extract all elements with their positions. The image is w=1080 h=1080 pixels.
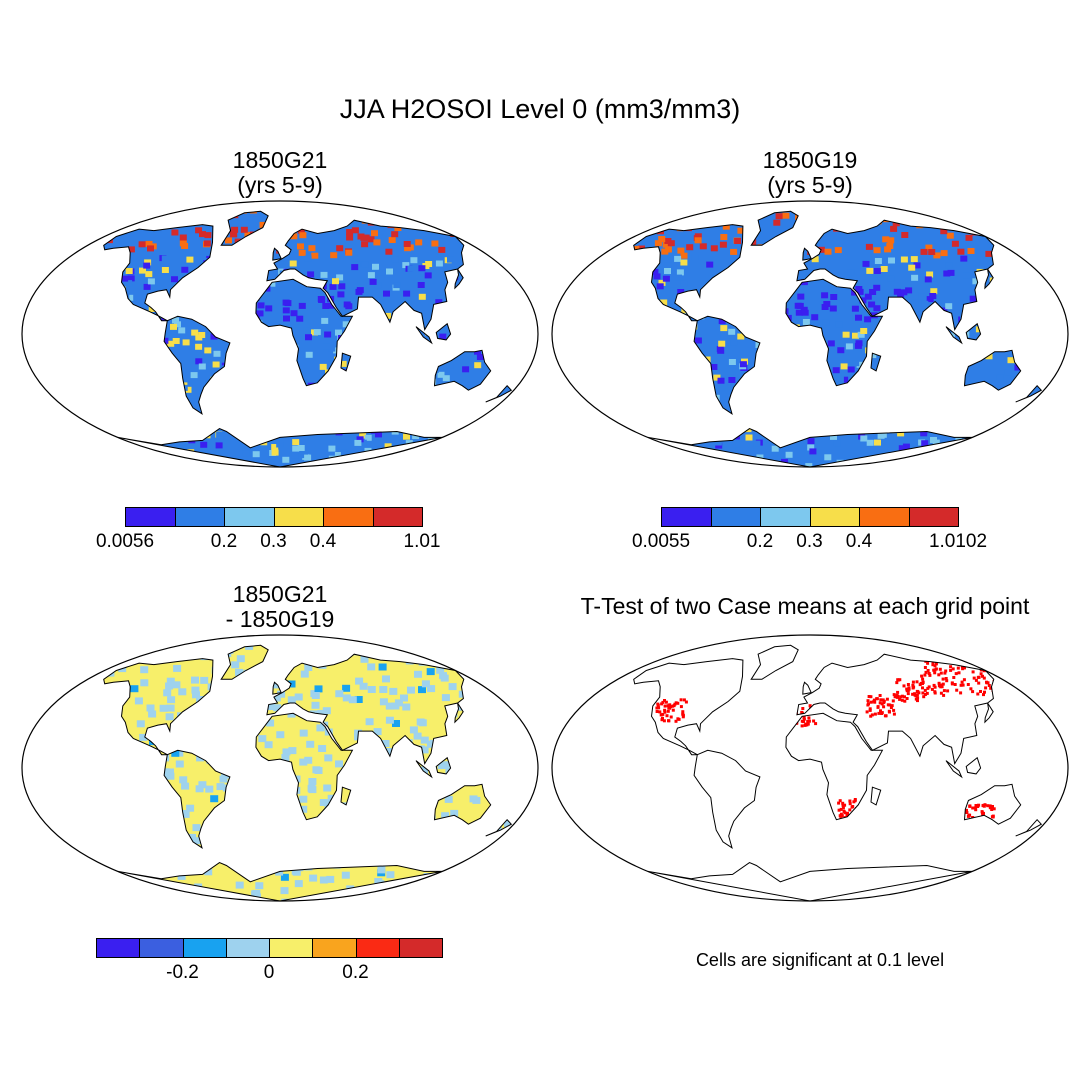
colorbar-swatch — [139, 938, 184, 958]
colorbar-swatch — [908, 507, 959, 527]
colorbar-swatch — [182, 938, 227, 958]
colorbar-swatch — [372, 507, 423, 527]
colorbar-swatch — [273, 507, 324, 527]
panel-3-title: 1850G21 - 1850G19 — [30, 582, 530, 632]
colorbar-tick-label: 1.01 — [403, 531, 441, 552]
colorbar-swatch — [398, 938, 443, 958]
colorbar-tick-label: 0.0056 — [95, 531, 155, 552]
colorbar-swatch — [125, 507, 176, 527]
panel-2-title-line1: 1850G19 — [762, 147, 858, 173]
map-panel-4 — [551, 634, 1069, 902]
colorbar-tick-label: -0.2 — [166, 962, 199, 983]
panel-3-title-line2: - 1850G19 — [225, 606, 335, 632]
colorbar-swatch — [269, 938, 314, 958]
panel-2-title-line2: (yrs 5-9) — [767, 172, 853, 198]
colorbar-tick-label: 0.0055 — [631, 531, 691, 552]
map-panel-2 — [551, 200, 1069, 468]
panel-1-title-line1: 1850G21 — [232, 147, 328, 173]
colorbar-swatch — [225, 938, 270, 958]
panel-1-title: 1850G21 (yrs 5-9) — [30, 148, 530, 198]
colorbar-2: 0.0055 0.2 0.3 0.4 1.0102 — [632, 507, 987, 557]
colorbar-tick-label: 0 — [263, 962, 275, 983]
colorbar-swatch — [355, 938, 400, 958]
colorbar-swatch — [174, 507, 225, 527]
panel-4-title: T-Test of two Case means at each grid po… — [545, 594, 1065, 619]
map-panel-1 — [21, 200, 539, 468]
panel-3-title-line1: 1850G21 — [232, 581, 328, 607]
colorbar-tick-label: 0.4 — [309, 531, 337, 552]
colorbar-tick-label: 0.2 — [210, 531, 238, 552]
colorbar-swatch — [323, 507, 374, 527]
figure-title: JJA H2OSOI Level 0 (mm3/mm3) — [339, 94, 741, 124]
colorbar-swatch — [312, 938, 357, 958]
colorbar-tick-label: 0.4 — [845, 531, 873, 552]
colorbar-1: 0.0056 0.2 0.3 0.4 1.01 — [96, 507, 440, 557]
panel-1-title-line2: (yrs 5-9) — [237, 172, 323, 198]
colorbar-swatch — [710, 507, 761, 527]
colorbar-swatch — [661, 507, 712, 527]
map-panel-3 — [21, 634, 539, 902]
colorbar-swatch — [224, 507, 275, 527]
colorbar-swatch — [809, 507, 860, 527]
colorbar-tick-label: 0.2 — [746, 531, 774, 552]
colorbar-tick-label: 0.3 — [796, 531, 823, 552]
panel-4-title-line1: T-Test of two Case means at each grid po… — [580, 593, 1030, 619]
colorbar-tick-label: 1.0102 — [928, 531, 988, 552]
colorbar-swatch — [859, 507, 910, 527]
colorbar-tick-label: 0.2 — [342, 962, 369, 983]
significance-note: Cells are significant at 0.1 level — [695, 950, 945, 970]
colorbar-swatch — [760, 507, 811, 527]
panel-2-title: 1850G19 (yrs 5-9) — [560, 148, 1060, 198]
colorbar-swatch — [96, 938, 141, 958]
colorbar-tick-label: 0.3 — [260, 531, 287, 552]
colorbar-3: -0.2 0 0.2 — [96, 938, 443, 988]
